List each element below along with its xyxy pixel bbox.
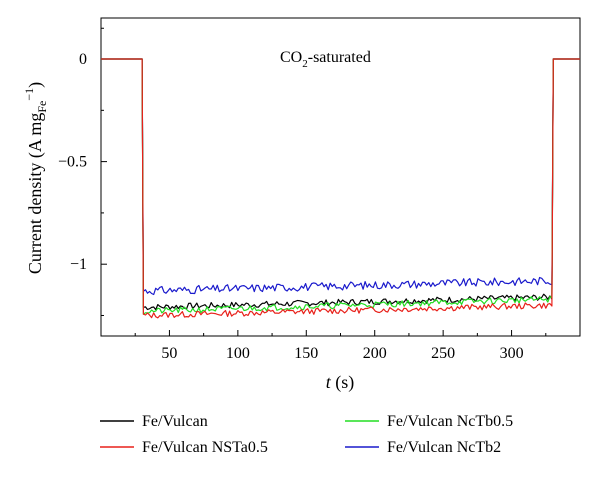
y-tick-label: 0 [79, 51, 87, 68]
y-tick-label: −0.5 [58, 154, 87, 171]
x-axis-title: t (s) [326, 372, 355, 393]
series-line [101, 58, 580, 296]
x-tick-label: 200 [363, 345, 387, 362]
x-tick-label: 300 [500, 345, 524, 362]
series-line [101, 58, 580, 315]
annotation: CO2-saturated [280, 49, 371, 70]
y-axis-ticks: 0 −0.5 −1 [58, 27, 107, 316]
legend-label: Fe/Vulcan [142, 413, 208, 430]
x-tick-label: 150 [294, 345, 318, 362]
legend-label: Fe/Vulcan NcTb2 [387, 439, 501, 456]
legend-label: Fe/Vulcan NSTa0.5 [142, 439, 268, 456]
x-tick-label: 100 [226, 345, 250, 362]
x-axis-ticks: 50 100 150 200 250 300 [134, 330, 547, 362]
y-axis-title: Current density (A mgFe−1) [22, 82, 49, 274]
series-line [101, 58, 580, 311]
series-layer [101, 58, 580, 319]
x-tick-label: 50 [161, 345, 177, 362]
series-line [101, 58, 580, 319]
x-tick-label: 250 [431, 345, 455, 362]
legend: Fe/Vulcan Fe/Vulcan NSTa0.5 Fe/Vulcan NcTb… [100, 413, 513, 456]
y-tick-label: −1 [70, 256, 87, 273]
legend-label: Fe/Vulcan NcTb0.5 [387, 413, 513, 430]
